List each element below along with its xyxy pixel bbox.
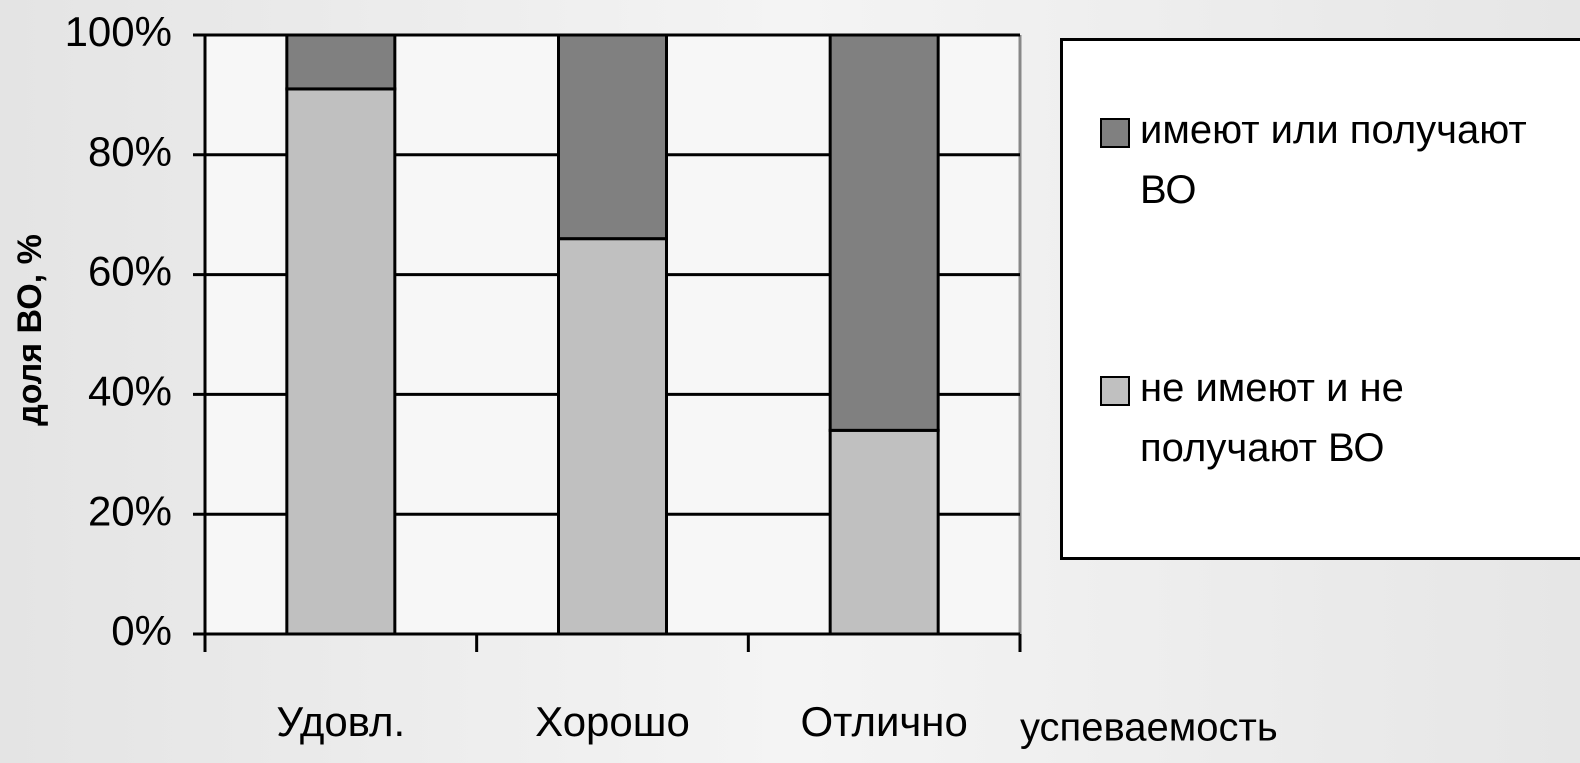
y-tick-label: 100% — [65, 8, 172, 55]
y-tick-label: 20% — [88, 487, 172, 534]
legend-item: не имеют и не получают ВО — [1100, 358, 1540, 478]
legend-swatch — [1100, 118, 1130, 148]
legend — [1060, 38, 1580, 560]
x-tick-label: Удовл. — [276, 698, 405, 745]
y-tick-label: 60% — [88, 248, 172, 295]
bar-segment — [557, 33, 668, 241]
legend-label: не имеют и не получают ВО — [1140, 366, 1404, 470]
y-tick-label: 40% — [88, 367, 172, 414]
bar-segment — [285, 33, 397, 91]
bar-segment — [557, 237, 668, 636]
bar-segment — [285, 87, 397, 636]
legend-swatch — [1100, 376, 1130, 406]
legend-item: имеют или получают ВО — [1100, 100, 1540, 220]
legend-label: имеют или получают ВО — [1140, 108, 1527, 212]
y-tick-label: 80% — [88, 128, 172, 175]
x-axis-title: успеваемость — [1020, 706, 1278, 750]
y-axis-title: доля ВО, % — [11, 234, 49, 426]
bar-segment — [828, 33, 940, 432]
x-tick-label: Отлично — [800, 698, 967, 745]
bar-segment — [828, 428, 940, 636]
x-tick-label: Хорошо — [535, 698, 690, 745]
y-tick-label: 0% — [111, 607, 172, 654]
